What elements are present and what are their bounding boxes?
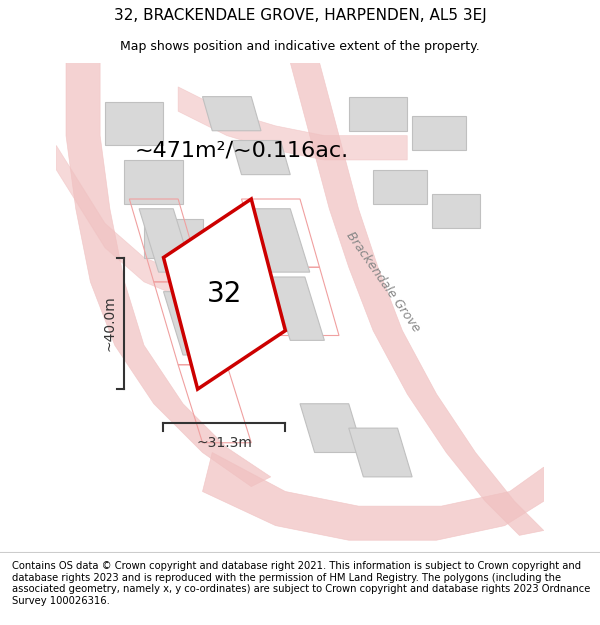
Polygon shape: [251, 209, 310, 272]
Text: 32: 32: [207, 280, 242, 308]
Polygon shape: [203, 452, 544, 540]
Polygon shape: [56, 146, 300, 326]
Polygon shape: [139, 209, 193, 272]
Polygon shape: [349, 428, 412, 477]
Text: ~471m²/~0.116ac.: ~471m²/~0.116ac.: [134, 140, 349, 160]
Text: Contains OS data © Crown copyright and database right 2021. This information is : Contains OS data © Crown copyright and d…: [12, 561, 590, 606]
Polygon shape: [105, 101, 163, 146]
Polygon shape: [300, 404, 364, 452]
Polygon shape: [144, 219, 203, 258]
Polygon shape: [271, 277, 325, 341]
Polygon shape: [373, 170, 427, 204]
Polygon shape: [124, 160, 183, 204]
Polygon shape: [232, 141, 290, 174]
Polygon shape: [349, 97, 407, 131]
Text: ~40.0m: ~40.0m: [103, 296, 117, 351]
Text: ~31.3m: ~31.3m: [197, 436, 253, 450]
Polygon shape: [178, 87, 407, 160]
Polygon shape: [431, 194, 481, 228]
Polygon shape: [163, 199, 286, 389]
Text: Brackendale Grove: Brackendale Grove: [343, 229, 422, 334]
Polygon shape: [163, 292, 217, 355]
Text: Map shows position and indicative extent of the property.: Map shows position and indicative extent…: [120, 41, 480, 53]
Text: 32, BRACKENDALE GROVE, HARPENDEN, AL5 3EJ: 32, BRACKENDALE GROVE, HARPENDEN, AL5 3E…: [113, 8, 487, 23]
Polygon shape: [203, 97, 261, 131]
Polygon shape: [66, 62, 271, 487]
Polygon shape: [412, 116, 466, 150]
Polygon shape: [290, 62, 544, 536]
